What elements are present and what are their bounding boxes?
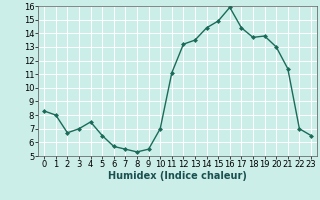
X-axis label: Humidex (Indice chaleur): Humidex (Indice chaleur) <box>108 171 247 181</box>
